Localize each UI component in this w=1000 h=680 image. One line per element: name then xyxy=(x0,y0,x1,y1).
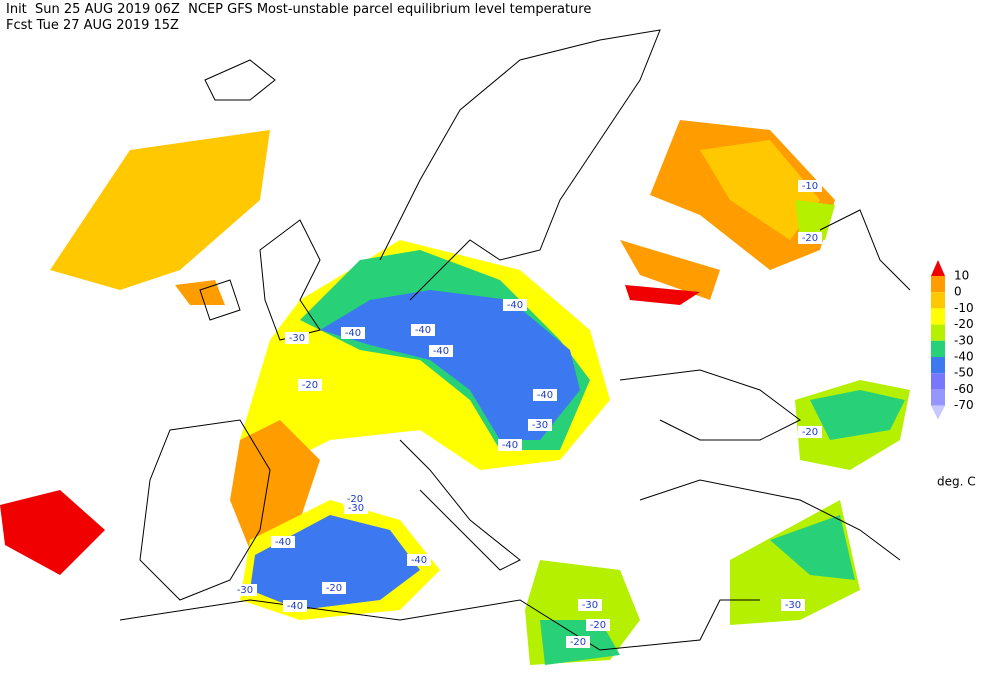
field xyxy=(0,120,910,665)
field-area xyxy=(620,240,720,300)
coastline xyxy=(639,479,901,561)
legend-swatch xyxy=(931,340,945,357)
label-box xyxy=(798,232,822,244)
coastline xyxy=(619,369,801,441)
legend-swatch xyxy=(931,389,945,406)
contour-labels: -10-20-40-40 -40-30-40-20-40-30-40-20-20-… xyxy=(233,180,822,648)
label-box xyxy=(798,180,822,192)
label-box xyxy=(798,426,822,438)
legend-label: 0 xyxy=(954,285,962,299)
legend-swatch xyxy=(931,276,945,293)
coastline xyxy=(379,29,661,301)
legend-label: -50 xyxy=(954,366,974,380)
label-box xyxy=(407,554,431,566)
contour-label: -10 xyxy=(802,181,818,192)
field-area xyxy=(770,515,855,580)
legend-label: -60 xyxy=(954,382,974,396)
legend-arrow xyxy=(931,405,945,420)
legend-label: -70 xyxy=(954,398,974,412)
contour-label: -30 xyxy=(532,420,548,431)
contour-label: -20 xyxy=(347,494,363,505)
field-area xyxy=(700,140,820,240)
legend-swatch xyxy=(931,292,945,309)
legend-swatch xyxy=(931,373,945,390)
contour-label: -40 xyxy=(507,300,523,311)
label-box xyxy=(283,600,307,612)
header-line: Fcst Tue 27 AUG 2019 15Z xyxy=(6,18,179,33)
contour-label: -30 xyxy=(289,333,305,344)
label-box xyxy=(271,536,295,548)
field-area xyxy=(810,390,905,440)
legend-label: -20 xyxy=(954,317,974,331)
label-box xyxy=(503,299,527,311)
label-box xyxy=(533,389,557,401)
contour-label: -40 xyxy=(345,328,361,339)
legend-label: -10 xyxy=(954,301,974,315)
legend-label: -30 xyxy=(954,333,974,347)
header-line: Init Sun 25 AUG 2019 06Z NCEP GFS Most-u… xyxy=(6,2,591,17)
contour-label: -20 xyxy=(590,620,606,631)
field-area xyxy=(50,130,270,290)
contour-label: -40 xyxy=(415,325,431,336)
label-box xyxy=(498,439,522,451)
label-box xyxy=(344,502,368,514)
legend-swatch xyxy=(931,324,945,341)
contour-label: -30 xyxy=(785,600,801,611)
coastline xyxy=(199,279,241,321)
label-box xyxy=(528,419,552,431)
contour-label: -30 xyxy=(582,600,598,611)
contour-label: -40 xyxy=(433,346,449,357)
contour-label: -40 xyxy=(287,601,303,612)
contour-label: -20 xyxy=(802,233,818,244)
contour-label: -40 xyxy=(502,440,518,451)
contour-label: -20 xyxy=(570,637,586,648)
coastline xyxy=(119,599,760,651)
coastline xyxy=(399,439,521,571)
contour-label: -20 xyxy=(302,380,318,391)
field-area xyxy=(320,290,580,440)
coastline xyxy=(819,209,911,291)
legend-arrow xyxy=(931,260,945,276)
contour-label: -20 xyxy=(802,427,818,438)
contour-label: -30 xyxy=(348,503,364,514)
contour-label: -40 xyxy=(411,555,427,566)
legend-swatch xyxy=(931,308,945,325)
legend-label: -40 xyxy=(954,350,974,364)
label-box xyxy=(298,379,322,391)
label-box xyxy=(285,332,309,344)
label-box xyxy=(566,636,590,648)
legend: deg. C 10 0 -10 -20 -30 -40 -50 -60 -70 xyxy=(931,260,976,489)
unit-label: deg. C xyxy=(937,475,976,489)
label-box xyxy=(578,599,602,611)
label-box xyxy=(429,345,453,357)
field-area xyxy=(0,490,105,575)
legend-swatch xyxy=(931,357,945,374)
field-area xyxy=(795,200,835,240)
coastline xyxy=(259,219,321,341)
label-box xyxy=(341,327,365,339)
coastlines xyxy=(119,29,911,651)
legend-label: 10 xyxy=(954,269,969,283)
label-box xyxy=(411,324,435,336)
coastline xyxy=(139,419,271,601)
contour-label: -20 xyxy=(326,583,342,594)
coastline xyxy=(204,59,276,101)
label-box xyxy=(233,584,257,596)
contour-label: -40 xyxy=(537,390,553,401)
contour-label: -30 xyxy=(237,585,253,596)
label-box xyxy=(322,582,346,594)
label-box xyxy=(586,619,610,631)
label-box xyxy=(781,599,805,611)
field-area xyxy=(625,285,700,305)
contour-label: -40 xyxy=(275,537,291,548)
